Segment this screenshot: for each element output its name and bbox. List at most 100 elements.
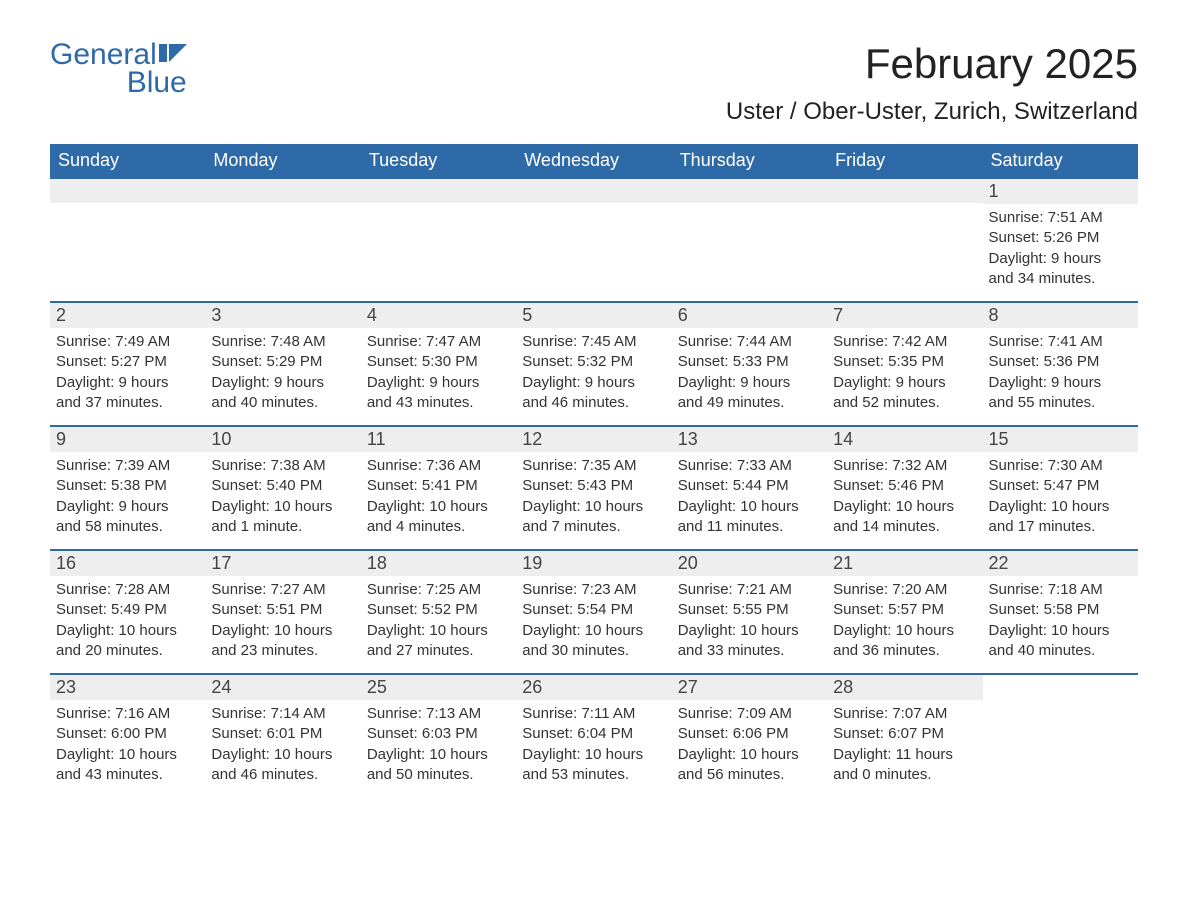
- day-number: 13: [672, 427, 827, 452]
- sunset-text: Sunset: 5:40 PM: [211, 476, 354, 496]
- day-details: Sunrise: 7:25 AMSunset: 5:52 PMDaylight:…: [361, 576, 516, 669]
- header: General Blue February 2025 Uster / Ober-…: [50, 40, 1138, 126]
- daylight-text-1: Daylight: 10 hours: [678, 745, 821, 765]
- day-cell: [983, 675, 1138, 797]
- day-number: 21: [827, 551, 982, 576]
- daylight-text-2: and 53 minutes.: [522, 765, 665, 785]
- day-cell: 7Sunrise: 7:42 AMSunset: 5:35 PMDaylight…: [827, 303, 982, 425]
- day-number: 26: [516, 675, 671, 700]
- sunrise-text: Sunrise: 7:47 AM: [367, 332, 510, 352]
- daylight-text-1: Daylight: 10 hours: [678, 497, 821, 517]
- day-cell: [361, 179, 516, 301]
- daylight-text-2: and 1 minute.: [211, 517, 354, 537]
- day-cell: 14Sunrise: 7:32 AMSunset: 5:46 PMDayligh…: [827, 427, 982, 549]
- day-cell: 25Sunrise: 7:13 AMSunset: 6:03 PMDayligh…: [361, 675, 516, 797]
- day-details: Sunrise: 7:07 AMSunset: 6:07 PMDaylight:…: [827, 700, 982, 793]
- day-details: Sunrise: 7:16 AMSunset: 6:00 PMDaylight:…: [50, 700, 205, 793]
- day-cell: 4Sunrise: 7:47 AMSunset: 5:30 PMDaylight…: [361, 303, 516, 425]
- day-details: Sunrise: 7:11 AMSunset: 6:04 PMDaylight:…: [516, 700, 671, 793]
- day-details: Sunrise: 7:41 AMSunset: 5:36 PMDaylight:…: [983, 328, 1138, 421]
- sunset-text: Sunset: 6:06 PM: [678, 724, 821, 744]
- sunrise-text: Sunrise: 7:44 AM: [678, 332, 821, 352]
- sunset-text: Sunset: 6:01 PM: [211, 724, 354, 744]
- daylight-text-2: and 50 minutes.: [367, 765, 510, 785]
- sunset-text: Sunset: 5:44 PM: [678, 476, 821, 496]
- day-cell: 9Sunrise: 7:39 AMSunset: 5:38 PMDaylight…: [50, 427, 205, 549]
- daylight-text-2: and 17 minutes.: [989, 517, 1132, 537]
- day-details: Sunrise: 7:23 AMSunset: 5:54 PMDaylight:…: [516, 576, 671, 669]
- sunrise-text: Sunrise: 7:20 AM: [833, 580, 976, 600]
- sunrise-text: Sunrise: 7:16 AM: [56, 704, 199, 724]
- daylight-text-1: Daylight: 10 hours: [211, 745, 354, 765]
- weekday-header: Saturday: [983, 144, 1138, 177]
- month-title: February 2025: [726, 40, 1138, 88]
- day-number: 23: [50, 675, 205, 700]
- empty-day-bar: [516, 179, 671, 203]
- weekday-header: Sunday: [50, 144, 205, 177]
- daylight-text-2: and 58 minutes.: [56, 517, 199, 537]
- sunset-text: Sunset: 5:43 PM: [522, 476, 665, 496]
- day-cell: 18Sunrise: 7:25 AMSunset: 5:52 PMDayligh…: [361, 551, 516, 673]
- daylight-text-2: and 49 minutes.: [678, 393, 821, 413]
- day-cell: 16Sunrise: 7:28 AMSunset: 5:49 PMDayligh…: [50, 551, 205, 673]
- sunrise-text: Sunrise: 7:07 AM: [833, 704, 976, 724]
- day-cell: [827, 179, 982, 301]
- day-details: Sunrise: 7:48 AMSunset: 5:29 PMDaylight:…: [205, 328, 360, 421]
- day-details: Sunrise: 7:38 AMSunset: 5:40 PMDaylight:…: [205, 452, 360, 545]
- daylight-text-1: Daylight: 10 hours: [211, 621, 354, 641]
- day-details: Sunrise: 7:14 AMSunset: 6:01 PMDaylight:…: [205, 700, 360, 793]
- day-number: 6: [672, 303, 827, 328]
- sunset-text: Sunset: 5:36 PM: [989, 352, 1132, 372]
- sunset-text: Sunset: 5:52 PM: [367, 600, 510, 620]
- sunset-text: Sunset: 5:29 PM: [211, 352, 354, 372]
- day-details: Sunrise: 7:47 AMSunset: 5:30 PMDaylight:…: [361, 328, 516, 421]
- sunset-text: Sunset: 6:00 PM: [56, 724, 199, 744]
- day-number: 24: [205, 675, 360, 700]
- day-details: Sunrise: 7:09 AMSunset: 6:06 PMDaylight:…: [672, 700, 827, 793]
- daylight-text-1: Daylight: 9 hours: [678, 373, 821, 393]
- day-details: Sunrise: 7:21 AMSunset: 5:55 PMDaylight:…: [672, 576, 827, 669]
- day-cell: 26Sunrise: 7:11 AMSunset: 6:04 PMDayligh…: [516, 675, 671, 797]
- sunset-text: Sunset: 5:41 PM: [367, 476, 510, 496]
- daylight-text-1: Daylight: 9 hours: [56, 373, 199, 393]
- daylight-text-1: Daylight: 10 hours: [833, 497, 976, 517]
- week-row: 23Sunrise: 7:16 AMSunset: 6:00 PMDayligh…: [50, 673, 1138, 797]
- day-cell: 11Sunrise: 7:36 AMSunset: 5:41 PMDayligh…: [361, 427, 516, 549]
- daylight-text-1: Daylight: 9 hours: [367, 373, 510, 393]
- sunset-text: Sunset: 5:30 PM: [367, 352, 510, 372]
- day-number: 7: [827, 303, 982, 328]
- sunrise-text: Sunrise: 7:27 AM: [211, 580, 354, 600]
- day-cell: 24Sunrise: 7:14 AMSunset: 6:01 PMDayligh…: [205, 675, 360, 797]
- day-details: Sunrise: 7:39 AMSunset: 5:38 PMDaylight:…: [50, 452, 205, 545]
- day-details: Sunrise: 7:51 AMSunset: 5:26 PMDaylight:…: [983, 204, 1138, 297]
- day-cell: 1Sunrise: 7:51 AMSunset: 5:26 PMDaylight…: [983, 179, 1138, 301]
- day-number: 8: [983, 303, 1138, 328]
- sunrise-text: Sunrise: 7:32 AM: [833, 456, 976, 476]
- empty-day-bar: [827, 179, 982, 203]
- daylight-text-1: Daylight: 9 hours: [522, 373, 665, 393]
- day-number: 12: [516, 427, 671, 452]
- daylight-text-1: Daylight: 10 hours: [989, 497, 1132, 517]
- day-number: 27: [672, 675, 827, 700]
- day-details: Sunrise: 7:36 AMSunset: 5:41 PMDaylight:…: [361, 452, 516, 545]
- daylight-text-2: and 37 minutes.: [56, 393, 199, 413]
- sunset-text: Sunset: 5:49 PM: [56, 600, 199, 620]
- daylight-text-2: and 56 minutes.: [678, 765, 821, 785]
- day-cell: 17Sunrise: 7:27 AMSunset: 5:51 PMDayligh…: [205, 551, 360, 673]
- day-number: 4: [361, 303, 516, 328]
- day-number: 19: [516, 551, 671, 576]
- day-details: Sunrise: 7:18 AMSunset: 5:58 PMDaylight:…: [983, 576, 1138, 669]
- week-row: 16Sunrise: 7:28 AMSunset: 5:49 PMDayligh…: [50, 549, 1138, 673]
- day-number: 3: [205, 303, 360, 328]
- sunrise-text: Sunrise: 7:23 AM: [522, 580, 665, 600]
- day-cell: 6 Sunrise: 7:44 AMSunset: 5:33 PMDaylight…: [672, 303, 827, 425]
- day-number: 14: [827, 427, 982, 452]
- day-cell: [516, 179, 671, 301]
- sunrise-text: Sunrise: 7:11 AM: [522, 704, 665, 724]
- day-cell: 2Sunrise: 7:49 AMSunset: 5:27 PMDaylight…: [50, 303, 205, 425]
- daylight-text-2: and 55 minutes.: [989, 393, 1132, 413]
- day-number: 10: [205, 427, 360, 452]
- sunrise-text: Sunrise: 7:13 AM: [367, 704, 510, 724]
- sunset-text: Sunset: 5:33 PM: [678, 352, 821, 372]
- day-cell: 22Sunrise: 7:18 AMSunset: 5:58 PMDayligh…: [983, 551, 1138, 673]
